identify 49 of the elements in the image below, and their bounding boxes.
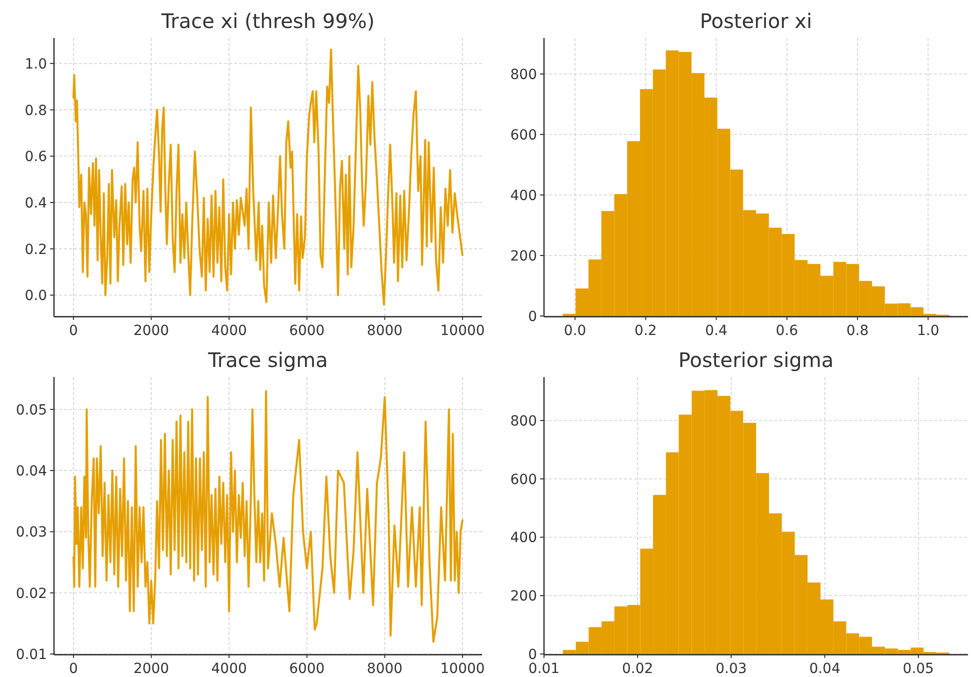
chart-title: Posterior xi [700, 9, 812, 33]
y-tick-label: 600 [510, 472, 537, 488]
y-tick-label: 400 [510, 530, 537, 546]
y-tick-label: 800 [510, 67, 537, 83]
line-series [72, 48, 464, 306]
y-tick-label: 0.2 [24, 242, 47, 258]
y-tick-label: 0.0 [24, 288, 47, 304]
x-tick-label: 0.05 [902, 661, 934, 677]
x-tick-label: 2000 [133, 323, 170, 339]
x-tick-label: 0.4 [705, 323, 728, 339]
y-tick-label: 0.04 [16, 464, 48, 480]
y-tick-label: 600 [510, 128, 537, 144]
x-tick-label: 0 [68, 323, 78, 339]
y-tick-label: 0.02 [16, 586, 47, 602]
x-tick-label: 0.6 [776, 323, 798, 339]
x-tick-label: 10000 [440, 323, 485, 339]
x-tick-label: 8000 [366, 661, 403, 677]
x-tick-label: 0.04 [809, 661, 840, 677]
x-tick-label: 0.0 [564, 323, 586, 339]
y-tick-label: 0 [528, 309, 537, 325]
line-series [72, 390, 464, 643]
chart-title: Trace sigma [207, 348, 328, 372]
y-tick-label: 200 [510, 248, 537, 264]
x-tick-label: 0.02 [622, 661, 654, 677]
x-tick-label: 0.2 [634, 323, 657, 339]
y-tick-label: 400 [510, 188, 537, 204]
x-tick-label: 4000 [211, 323, 247, 339]
y-tick-label: 1.0 [24, 56, 47, 72]
y-tick-label: 0.4 [24, 195, 48, 212]
x-tick-label: 1.0 [916, 323, 940, 339]
y-tick-label: 200 [510, 588, 537, 605]
x-tick-label: 0 [68, 661, 78, 677]
x-tick-label: 4000 [211, 661, 247, 677]
y-tick-label: 0.03 [16, 524, 47, 541]
x-tick-label: 6000 [289, 661, 325, 677]
chart-title: Posterior sigma [678, 348, 834, 372]
x-tick-label: 6000 [289, 323, 325, 339]
chart-title: Trace xi (thresh 99%) [160, 9, 375, 33]
x-tick-label: 0.03 [716, 661, 747, 677]
y-tick-label: 800 [510, 413, 537, 430]
x-tick-label: 0.8 [846, 323, 869, 339]
y-tick-label: 0.01 [16, 647, 47, 663]
y-tick-label: 0.8 [24, 102, 47, 119]
x-tick-label: 8000 [366, 323, 403, 339]
y-tick-label: 0.05 [16, 402, 47, 418]
y-tick-label: 0 [528, 647, 537, 663]
x-tick-label: 10000 [440, 661, 485, 677]
y-tick-label: 0.6 [24, 149, 48, 166]
x-tick-label: 2000 [133, 661, 170, 677]
